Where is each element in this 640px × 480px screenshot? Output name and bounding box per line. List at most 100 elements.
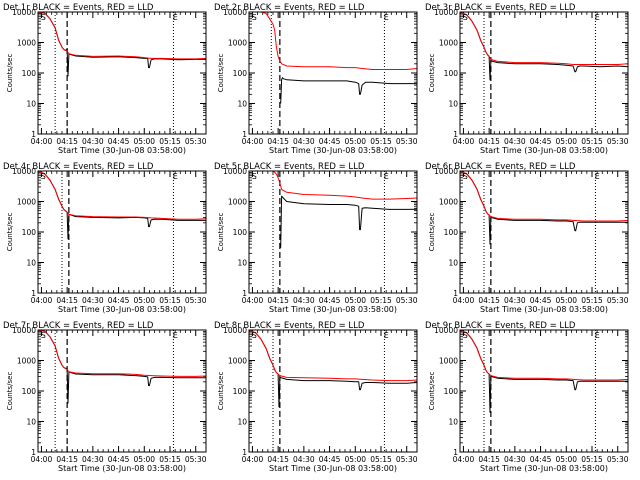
y-axis-label: Counts/sec: [217, 54, 225, 93]
y-tick-label: 100: [233, 69, 248, 78]
events-rate-line: [38, 171, 206, 240]
start-marker: S: [252, 13, 257, 22]
panel-title: Det 9r BLACK = Events, RED = LLD: [425, 321, 576, 331]
x-tick-label: 05:15: [581, 455, 603, 464]
detector-panel: Det 7r BLACK = Events, RED = LLD 1 10 100 10…: [3, 321, 207, 473]
x-tick-label: 05:00: [555, 455, 577, 464]
x-axis-label: Start Time (30-Jun-08 03:58:00): [58, 146, 186, 155]
x-tick-label: 05:30: [607, 296, 629, 305]
x-tick-label: 05:00: [133, 137, 155, 146]
x-tick-label: 05:30: [185, 296, 207, 305]
x-tick-label: 05:30: [396, 296, 418, 305]
start-marker: S: [41, 172, 46, 181]
x-tick-label: 05:30: [396, 137, 418, 146]
plot-frame: [248, 170, 418, 294]
x-axis-label: Start Time (30-Jun-08 03:58:00): [480, 305, 608, 314]
end-marker: E: [595, 172, 600, 181]
plot-frame: [248, 329, 418, 453]
panel-title: Det 1r BLACK = Events, RED = LLD: [3, 3, 154, 13]
y-tick-label: 10: [448, 100, 458, 109]
start-marker: S: [41, 331, 46, 340]
x-tick-label: 04:45: [108, 296, 130, 305]
end-marker: E: [595, 13, 600, 22]
x-axis-label: Start Time (30-Jun-08 03:58:00): [269, 464, 397, 473]
detector-panel: Det 2r BLACK = Events, RED = LLD 1 10 100 10…: [214, 3, 418, 155]
plot-area: [249, 12, 417, 104]
y-tick-label: 100: [444, 69, 459, 78]
x-tick-label: 04:15: [56, 137, 78, 146]
events-rate-line: [38, 12, 206, 77]
y-tick-label: 1: [453, 448, 458, 457]
x-tick-label: 04:00: [453, 455, 475, 464]
y-tick-label: 1: [242, 448, 247, 457]
detector-panel: Det 1r BLACK = Events, RED = LLD 1 10 100 10…: [3, 3, 207, 155]
y-tick-label: 10000: [434, 8, 458, 17]
plot-area: [38, 12, 206, 77]
x-tick-label: 05:00: [344, 296, 366, 305]
end-marker: E: [173, 13, 178, 22]
y-tick-label: 100: [233, 228, 248, 237]
y-tick-label: 100: [444, 228, 459, 237]
lld-rate-line: [249, 171, 417, 200]
end-marker: E: [384, 13, 389, 22]
y-axis-label: Counts/sec: [428, 54, 436, 93]
y-tick-label: 1000: [439, 198, 458, 207]
y-tick-label: 1: [242, 130, 247, 139]
x-tick-label: 04:30: [82, 137, 104, 146]
x-tick-label: 04:00: [242, 455, 264, 464]
x-tick-label: 04:15: [478, 455, 500, 464]
x-tick-label: 05:00: [555, 137, 577, 146]
x-tick-label: 05:15: [581, 137, 603, 146]
start-marker: S: [463, 13, 468, 22]
x-tick-label: 04:45: [530, 296, 552, 305]
y-axis-label: Counts/sec: [6, 54, 14, 93]
events-rate-line: [280, 77, 417, 104]
y-tick-label: 1: [453, 130, 458, 139]
x-tick-label: 04:45: [319, 296, 341, 305]
y-tick-label: 10000: [223, 8, 247, 17]
lld-rate-line: [249, 12, 417, 70]
plot-frame: [459, 329, 629, 453]
lld-rate-line: [38, 12, 206, 60]
y-tick-label: 1: [31, 130, 36, 139]
plot-area: [460, 171, 628, 245]
reference-lines: [483, 171, 596, 293]
y-tick-label: 10000: [223, 167, 247, 176]
reference-lines: [270, 12, 385, 134]
y-tick-label: 10: [26, 100, 36, 109]
x-tick-label: 04:30: [293, 137, 315, 146]
x-tick-label: 05:00: [133, 455, 155, 464]
reference-lines: [272, 171, 385, 293]
y-tick-label: 10000: [12, 167, 36, 176]
x-tick-label: 05:15: [370, 296, 392, 305]
y-tick-label: 100: [444, 387, 459, 396]
x-axis-label: Start Time (30-Jun-08 03:58:00): [480, 464, 608, 473]
y-tick-label: 10000: [434, 326, 458, 335]
y-tick-label: 10: [237, 259, 247, 268]
events-rate-line: [460, 12, 628, 81]
x-tick-label: 04:45: [319, 137, 341, 146]
y-tick-label: 1000: [439, 39, 458, 48]
y-tick-label: 1000: [228, 198, 247, 207]
x-tick-label: 04:45: [108, 455, 130, 464]
plot-area: [460, 12, 628, 81]
x-tick-label: 05:00: [133, 296, 155, 305]
y-tick-label: 100: [22, 387, 37, 396]
lld-rate-line: [460, 12, 628, 65]
x-axis-label: Start Time (30-Jun-08 03:58:00): [269, 305, 397, 314]
detector-panel: Det 4r BLACK = Events, RED = LLD 1 10 100 10…: [3, 162, 207, 314]
y-tick-label: 10: [26, 259, 36, 268]
lld-rate-line: [460, 330, 628, 381]
y-tick-label: 1000: [228, 357, 247, 366]
x-tick-label: 04:30: [82, 296, 104, 305]
plot-area: [38, 330, 206, 404]
x-tick-label: 05:00: [344, 137, 366, 146]
x-tick-label: 05:15: [159, 137, 181, 146]
panel-title: Det 7r BLACK = Events, RED = LLD: [3, 321, 154, 331]
x-tick-label: 04:00: [453, 296, 475, 305]
plot-frame: [37, 329, 207, 453]
detector-panel: Det 9r BLACK = Events, RED = LLD 1 10 100 10…: [425, 321, 629, 473]
x-axis-label: Start Time (30-Jun-08 03:58:00): [58, 305, 186, 314]
detector-panel: Det 8r BLACK = Events, RED = LLD 1 10 100 10…: [214, 321, 418, 473]
